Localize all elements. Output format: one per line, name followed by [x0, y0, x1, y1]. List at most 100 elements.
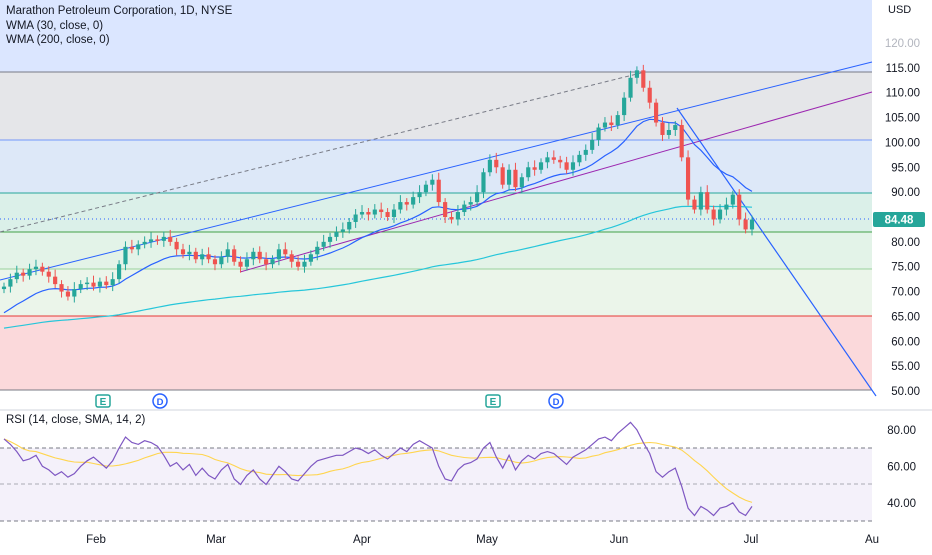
candle-body: [123, 246, 128, 265]
candle-body: [398, 202, 403, 210]
candle-body: [685, 157, 691, 200]
candle-body: [193, 251, 198, 260]
candle: [436, 172, 441, 207]
candle: [97, 277, 102, 293]
candle-body: [289, 254, 294, 262]
candle-body: [730, 194, 735, 205]
candle: [711, 205, 716, 226]
candle-body: [724, 204, 729, 210]
dividend-marker[interactable]: D: [152, 393, 168, 409]
candle: [654, 98, 659, 127]
candle-body: [219, 256, 224, 265]
candle-body: [551, 157, 556, 160]
candle-body: [142, 241, 147, 245]
chart-legend: Marathon Petroleum Corporation, 1D, NYSE…: [6, 4, 232, 48]
candle: [417, 185, 422, 204]
price-tick-label: 60.00: [891, 336, 920, 348]
candle-body: [596, 127, 601, 140]
time-tick-label: Mar: [206, 534, 226, 546]
candle: [698, 186, 703, 216]
candle: [340, 222, 345, 238]
candle: [14, 265, 19, 284]
candle-body: [161, 236, 166, 241]
candle: [506, 164, 512, 191]
candle: [53, 269, 58, 289]
candle: [347, 217, 352, 234]
candle: [526, 161, 531, 182]
purple-trendline: [239, 91, 873, 273]
candle: [193, 247, 198, 264]
candle: [564, 156, 569, 174]
candle: [296, 256, 301, 271]
candle-body: [634, 70, 640, 78]
dashed-trendline: [0, 71, 646, 233]
time-tick-label: May: [476, 534, 498, 546]
candle: [1, 282, 7, 294]
candle-body: [212, 259, 218, 265]
candle-body: [462, 204, 467, 213]
candle-body: [647, 87, 652, 103]
candle-body: [129, 246, 134, 250]
candle: [219, 251, 224, 269]
time-tick-label: Au: [865, 534, 879, 546]
candle-body: [526, 167, 531, 178]
candle: [666, 123, 671, 139]
candle: [660, 117, 665, 141]
candle-body: [136, 244, 141, 250]
candle: [634, 66, 640, 84]
earnings-marker[interactable]: E: [485, 394, 501, 408]
rsi-axis[interactable]: 80.00 60.00 40.00: [887, 425, 916, 510]
price-tick-label: 75.00: [891, 262, 920, 274]
candle: [104, 276, 109, 290]
time-tick-label: Feb: [86, 534, 106, 546]
candle-body: [622, 97, 627, 116]
candle: [717, 204, 723, 224]
candle-body: [174, 241, 179, 250]
candle-body: [379, 209, 384, 213]
candle: [404, 198, 409, 211]
candle: [200, 248, 205, 266]
candle: [570, 155, 576, 176]
earnings-marker[interactable]: E: [95, 394, 111, 408]
candle-body: [65, 291, 71, 297]
candle: [385, 208, 390, 221]
dividend-marker[interactable]: D: [548, 393, 564, 409]
candle-body: [296, 261, 301, 267]
price-axis[interactable]: 120.00 115.00 110.00 105.00 100.00 95.00 90.00…: [885, 38, 920, 398]
candle: [257, 246, 262, 264]
candle-body: [14, 272, 19, 280]
candle-body: [494, 159, 499, 168]
candle-body: [168, 236, 173, 242]
time-axis[interactable]: Feb Mar Apr May Jun Jul Au: [86, 534, 879, 546]
candle-body: [283, 249, 288, 255]
candle-body: [500, 167, 505, 185]
candle-body: [225, 249, 230, 257]
wma30-line: [3, 118, 753, 314]
candle-body: [200, 254, 205, 260]
candle-body: [302, 261, 307, 267]
down-trendline: [676, 107, 877, 397]
price-tick-label: 95.00: [891, 162, 920, 174]
candle-body: [609, 122, 614, 126]
candle: [251, 247, 256, 266]
candle-body: [308, 254, 313, 262]
candle: [481, 168, 486, 199]
candle-body: [334, 231, 339, 237]
candle-body: [257, 251, 262, 260]
candle-body: [711, 209, 716, 220]
candle-body: [749, 219, 755, 230]
candle-body: [564, 162, 569, 170]
candle: [289, 250, 294, 268]
candle-body: [673, 125, 678, 130]
candle: [430, 174, 435, 191]
candle: [679, 119, 684, 162]
candle: [366, 208, 371, 221]
candle: [359, 205, 365, 219]
candle: [532, 160, 537, 176]
candle: [327, 232, 333, 248]
event-markers[interactable]: E D E D: [95, 393, 564, 409]
candle: [730, 190, 735, 209]
candle-body: [251, 251, 256, 260]
